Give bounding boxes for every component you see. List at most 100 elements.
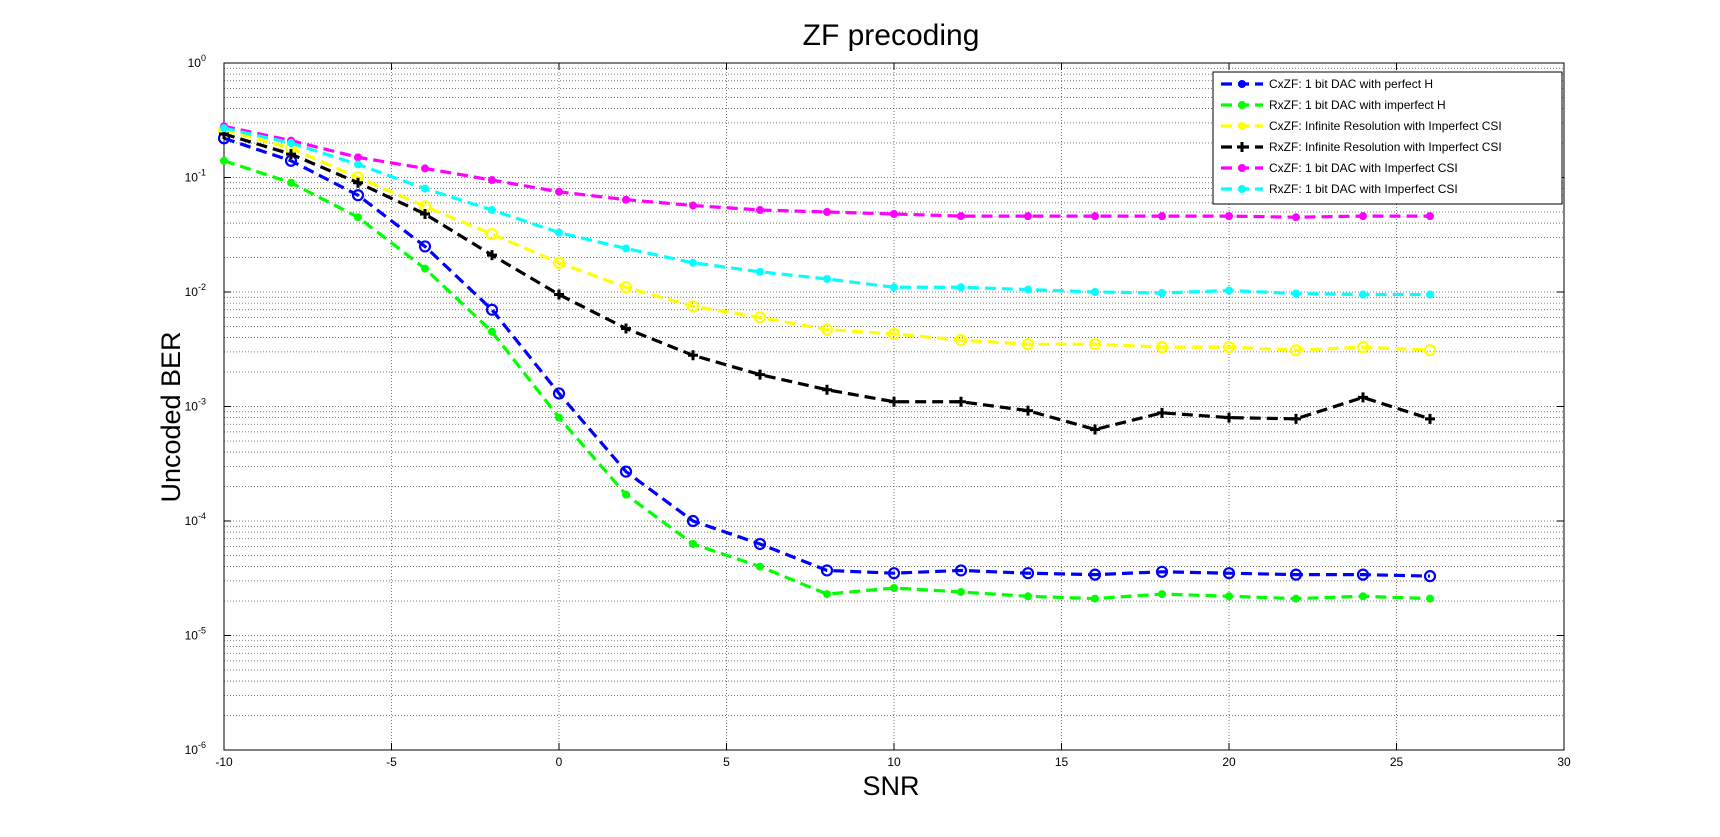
x-tick-label: 30 [1557,755,1571,769]
data-point [1088,338,1102,351]
data-point [1225,212,1233,221]
y-tick-label: 10-6 [185,740,206,757]
data-point [956,396,966,407]
data-point [1024,592,1032,601]
legend-label: RxZF: 1 bit DAC with Imperfect CSI [1269,182,1458,196]
data-point [1023,405,1033,416]
x-tick-label: 20 [1222,755,1236,769]
x-tick-label: -5 [386,755,397,769]
data-point [1091,212,1099,221]
data-point [1024,285,1032,294]
legend-box [1212,71,1563,205]
y-tick-label: 10-3 [185,397,206,414]
data-point [552,387,566,400]
data-point [1222,341,1236,354]
legend-item: CxZF: 1 bit DAC with Imperfect CSI [1221,161,1458,175]
y-tick-label: 10-2 [185,282,206,299]
data-point [1291,413,1301,424]
data-point [1426,212,1434,221]
legend-label: CxZF: 1 bit DAC with Imperfect CSI [1269,161,1458,175]
data-point [351,189,365,202]
x-tick-label: 0 [556,755,563,769]
data-point [287,139,295,148]
data-point [1090,424,1100,435]
data-point [1091,594,1099,603]
data-point [957,212,965,221]
data-point [957,283,965,292]
data-point [1158,590,1166,599]
data-point [1423,570,1437,583]
data-point [820,323,834,336]
data-point [1292,289,1300,298]
data-point [954,564,968,577]
data-point [287,178,295,187]
data-point [689,258,697,267]
data-point [890,209,898,218]
data-point [887,327,901,341]
x-tick-label: 10 [887,755,901,769]
data-point [488,206,496,215]
data-point [420,208,430,219]
data-point [1292,213,1300,222]
data-point [286,149,296,160]
data-point [552,256,566,269]
data-point [1158,212,1166,221]
data-point [555,228,563,237]
x-tick-label: 15 [1055,755,1069,769]
ticks: -10 -5 0 5 10 15 20 25 30 10-6 10-5 10-4 10-3 10-2 10-… [185,53,1571,769]
data-point [354,213,362,222]
legend-item: CxZF: Infinite Resolution with Imperfect… [1221,119,1502,133]
series-cxzf-1-bit-dac-with-perfect-h [217,132,1437,583]
data-point [220,124,228,133]
data-point [823,274,831,283]
legend-label: RxZF: Infinite Resolution with Imperfect… [1269,140,1502,154]
data-point [890,283,898,292]
data-point [621,323,631,334]
data-point [555,187,563,196]
data-point [1426,290,1434,299]
legend-marker [1238,164,1246,172]
data-point [1021,567,1035,580]
series-rxzf-1-bit-dac-with-imperfect-h [220,156,1434,603]
data-point [889,396,899,407]
data-point [1091,288,1099,296]
x-tick-label: 5 [723,755,730,769]
chart-title: ZF precoding [803,19,980,52]
data-point [753,537,767,551]
data-point [1356,568,1370,581]
y-tick-label: 10-1 [185,168,206,185]
data-point [1225,286,1233,295]
data-point [755,369,765,380]
series-rxzf-1-bit-dac-with-imperfect-csi [220,124,1434,299]
data-point [488,327,496,336]
data-point [555,413,563,422]
legend-label: RxZF: 1 bit DAC with imperfect H [1269,98,1446,112]
data-point [418,240,432,253]
x-axis-label: SNR [862,771,919,801]
data-point [421,264,429,273]
data-point [689,539,697,548]
legend-marker [1238,101,1246,109]
data-point [1289,568,1303,581]
data-point [421,184,429,193]
data-point [686,300,700,313]
data-point [1224,412,1234,423]
legend-marker [1237,142,1247,152]
x-tick-label: 25 [1390,755,1404,769]
legend: CxZF: 1 bit DAC with perfect H RxZF: 1 bi… [1212,71,1563,205]
data-point [1155,565,1169,578]
series-rxzf-infinite-resolution-with-imperfect-csi [219,128,1435,435]
series-layer [217,122,1437,603]
data-point [1021,338,1035,351]
data-point [1158,289,1166,298]
data-point [954,334,968,347]
data-point [1359,592,1367,601]
data-point [756,562,764,571]
data-point [622,490,630,499]
legend-item: RxZF: Infinite Resolution with Imperfect… [1221,140,1502,154]
data-point [957,587,965,596]
data-point [1292,594,1300,603]
data-point [1088,568,1102,581]
data-point [554,289,564,300]
